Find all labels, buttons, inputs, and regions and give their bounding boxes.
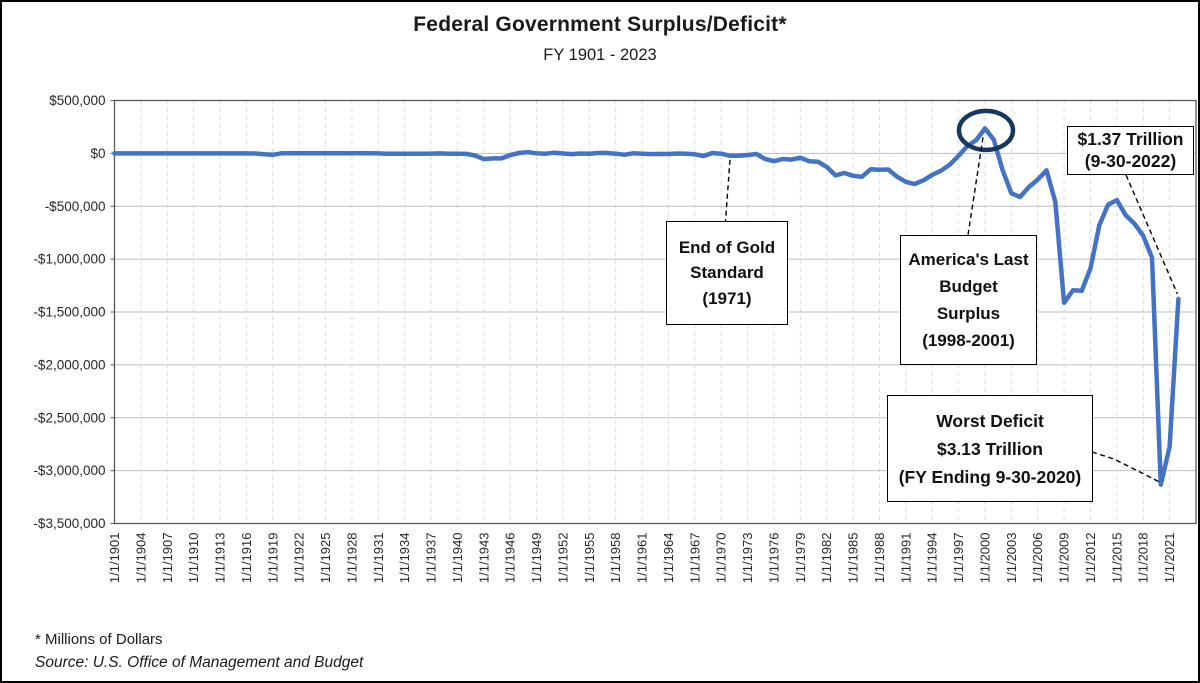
svg-text:1/1/1988: 1/1/1988 [872, 533, 887, 584]
svg-text:1/1/1904: 1/1/1904 [133, 533, 148, 584]
svg-text:-$3,000,000: -$3,000,000 [33, 463, 105, 478]
svg-text:1/1/2015: 1/1/2015 [1109, 533, 1124, 584]
svg-text:1/1/2018: 1/1/2018 [1136, 533, 1151, 584]
svg-text:1/1/1940: 1/1/1940 [450, 533, 465, 584]
svg-text:-$500,000: -$500,000 [45, 199, 106, 214]
svg-text:1/1/1958: 1/1/1958 [608, 533, 623, 584]
svg-text:1/1/1973: 1/1/1973 [740, 533, 755, 584]
svg-text:-$2,500,000: -$2,500,000 [33, 410, 105, 425]
svg-text:$500,000: $500,000 [49, 93, 105, 108]
annotation-end-of-gold-standard: End of Gold Standard (1971) [666, 221, 788, 325]
svg-text:1/1/2003: 1/1/2003 [1004, 533, 1019, 584]
svg-text:1/1/1979: 1/1/1979 [793, 533, 808, 584]
svg-text:-$1,000,000: -$1,000,000 [33, 252, 105, 267]
svg-text:1/1/1970: 1/1/1970 [714, 533, 729, 584]
svg-text:1/1/1949: 1/1/1949 [529, 533, 544, 584]
svg-text:1/1/1925: 1/1/1925 [318, 533, 333, 584]
svg-text:1/1/1931: 1/1/1931 [371, 533, 386, 584]
annotation-1-37-trillion-deficit: $1.37 Trillion (9-30-2022) [1067, 126, 1194, 175]
svg-text:1/1/2006: 1/1/2006 [1030, 533, 1045, 584]
svg-text:1/1/2000: 1/1/2000 [977, 533, 992, 584]
svg-text:1/1/1964: 1/1/1964 [661, 533, 676, 584]
svg-text:1/1/1943: 1/1/1943 [476, 533, 491, 584]
annotation-worst-deficit: Worst Deficit $3.13 Trillion (FY Ending … [887, 395, 1093, 502]
svg-text:1/1/1991: 1/1/1991 [898, 533, 913, 584]
svg-text:1/1/1913: 1/1/1913 [213, 533, 228, 584]
svg-text:1/1/2009: 1/1/2009 [1057, 533, 1072, 584]
footnote-millions-of-dollars: * Millions of Dollars [35, 631, 163, 648]
svg-text:1/1/1997: 1/1/1997 [951, 533, 966, 584]
svg-text:$0: $0 [90, 146, 105, 161]
svg-text:1/1/1985: 1/1/1985 [846, 533, 861, 584]
svg-text:1/1/2012: 1/1/2012 [1083, 533, 1098, 584]
svg-text:1/1/1901: 1/1/1901 [107, 533, 122, 584]
svg-text:1/1/1910: 1/1/1910 [186, 533, 201, 584]
svg-text:1/1/1952: 1/1/1952 [555, 533, 570, 584]
svg-text:1/1/1976: 1/1/1976 [766, 533, 781, 584]
svg-text:1/1/1919: 1/1/1919 [265, 533, 280, 584]
svg-text:1/1/1967: 1/1/1967 [687, 533, 702, 584]
svg-text:1/1/1934: 1/1/1934 [397, 533, 412, 584]
svg-text:1/1/2021: 1/1/2021 [1162, 533, 1177, 584]
chart-title: Federal Government Surplus/Deficit* [413, 13, 787, 36]
source-note: Source: U.S. Office of Management and Bu… [35, 654, 364, 671]
svg-text:1/1/1922: 1/1/1922 [292, 533, 307, 584]
svg-text:1/1/1928: 1/1/1928 [344, 533, 359, 584]
svg-text:-$1,500,000: -$1,500,000 [33, 305, 105, 320]
svg-text:1/1/1946: 1/1/1946 [503, 533, 518, 584]
svg-text:-$2,000,000: -$2,000,000 [33, 357, 105, 372]
svg-text:1/1/1955: 1/1/1955 [582, 533, 597, 584]
svg-text:1/1/1907: 1/1/1907 [160, 533, 175, 584]
chart-subtitle: FY 1901 - 2023 [543, 46, 657, 64]
svg-text:1/1/1961: 1/1/1961 [635, 533, 650, 584]
svg-text:1/1/1916: 1/1/1916 [239, 533, 254, 584]
annotation-last-budget-surplus: America's Last Budget Surplus (1998-2001… [900, 235, 1037, 365]
svg-text:1/1/1937: 1/1/1937 [424, 533, 439, 584]
svg-text:1/1/1994: 1/1/1994 [925, 533, 940, 584]
svg-text:1/1/1982: 1/1/1982 [819, 533, 834, 584]
svg-text:-$3,500,000: -$3,500,000 [33, 516, 105, 531]
